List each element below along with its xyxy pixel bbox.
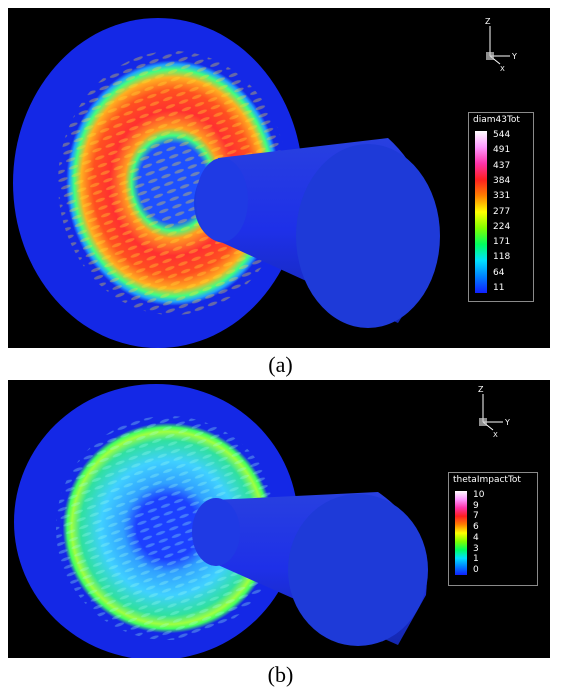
legend-level: 9: [473, 500, 479, 511]
axis-z-label: Z: [478, 385, 484, 394]
axis-y-label: Y: [511, 52, 517, 61]
legend-level: 118: [493, 252, 511, 263]
legend-level: 4: [473, 532, 479, 543]
axis-x-label: X: [500, 65, 505, 72]
legend-level: 437: [493, 160, 511, 171]
colorbar: [475, 131, 487, 293]
legend-level: 224: [493, 221, 511, 232]
legend-level: 64: [493, 267, 505, 278]
panel-b-scene: [14, 384, 428, 658]
legend-level: 277: [493, 206, 511, 217]
colorbar: [455, 491, 467, 575]
axis-triad-icon: Z Y X: [478, 385, 510, 439]
axis-triad-icon: Z Y X: [485, 17, 517, 72]
caption-b: (b): [267, 662, 294, 687]
legend-level: 10: [473, 490, 485, 500]
legend-level: 544: [493, 130, 511, 140]
legend-level: 384: [493, 175, 511, 186]
legend-level: 171: [493, 237, 511, 248]
cone-end-face: [288, 494, 428, 646]
colorbar-legend-a: diam43Tot 544 491 437 384 331 277 224 171 118 64 1…: [468, 112, 534, 302]
legend-level: 0: [473, 565, 479, 575]
legend-level: 3: [473, 543, 479, 554]
axis-x-label: X: [493, 431, 498, 439]
cone-end-face: [296, 144, 440, 328]
caption-a: (a): [268, 352, 293, 377]
axis-y-label: Y: [504, 418, 510, 427]
legend-level: 7: [473, 511, 479, 522]
axis-z-label: Z: [485, 17, 491, 26]
legend-level: 11: [493, 283, 505, 293]
panel-a-render: Z Y X diam43Tot 544 491 437 384 331 277 224 171…: [8, 8, 550, 348]
legend-level: 491: [493, 145, 511, 156]
legend-level: 6: [473, 522, 479, 533]
legend-title: diam43Tot: [473, 115, 520, 125]
colorbar-legend-b: thetaImpactTot 10 9 7 6 4 3 1 0: [448, 472, 538, 586]
legend-level: 331: [493, 191, 511, 202]
panel-b-render: Z Y X thetaImpactTot 10 9 7 6 4 3 1 0: [8, 380, 550, 658]
legend-level: 1: [473, 554, 479, 565]
panel-a-scene: [13, 18, 440, 348]
legend-title: thetaImpactTot: [453, 475, 521, 485]
